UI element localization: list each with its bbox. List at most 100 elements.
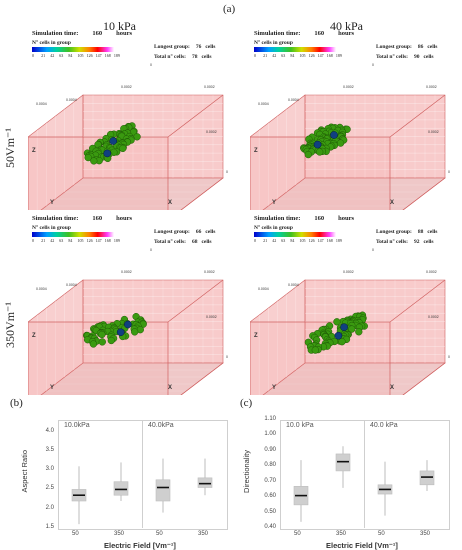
cells-unit: cells — [427, 229, 438, 235]
x-axis-label: Electric Field [Vm⁻¹] — [104, 541, 176, 550]
cells-unit: cells — [201, 54, 212, 60]
axis-number: 0.0002 — [206, 315, 217, 319]
cell-sphere-dark — [109, 137, 118, 145]
axis-label-y: Y — [272, 200, 277, 206]
axis-number: 0.0002 — [428, 315, 439, 319]
column-title-40kpa: 40 kPa — [330, 19, 363, 33]
axis-label-x: X — [390, 200, 395, 206]
axis-number: 0.0002 — [343, 270, 354, 274]
box-left-face — [250, 94, 306, 210]
y-tick-label: 2.0 — [45, 504, 54, 511]
colorbar-ticks: 0 21 42 63 84 105 126 147 168 189 — [32, 238, 123, 243]
cell-sphere — [133, 133, 141, 141]
simulation-time-label: Simulation time: — [254, 215, 301, 222]
panel-a-label: (a) — [223, 3, 236, 15]
cell-sphere-dark — [330, 131, 338, 139]
cells-in-group-label: N° cells in group — [254, 225, 293, 231]
longest-group-value: 66 — [195, 229, 202, 235]
axis-label-y: Y — [272, 385, 277, 391]
total-cells-line: Total n° cells: 90 cells — [376, 54, 434, 60]
x-tick-label: 350 — [420, 531, 431, 537]
simulation-time-line: Simulation time: 160 hours — [254, 215, 354, 222]
box-left-face — [28, 94, 84, 210]
colorbar — [254, 47, 336, 52]
axis-number: 0.0004 — [258, 287, 269, 291]
cell-sphere-dark — [340, 323, 348, 332]
cell-sphere — [304, 150, 312, 159]
simulation-time-value: 160 — [314, 30, 325, 37]
colorbar-tick: 42 — [50, 238, 55, 243]
y-tick-label: 2.5 — [45, 485, 54, 492]
simulation-time-value: 160 — [92, 215, 103, 222]
simulation-time-line: Simulation time: 160 hours — [254, 30, 354, 37]
longest-group-line: Longest group: 76 cells — [154, 44, 215, 50]
y-tick-label: 0.90 — [264, 446, 276, 453]
y-tick-label: 0.70 — [264, 477, 276, 484]
simulation-time-value: 160 — [314, 215, 325, 222]
box-edge — [402, 362, 446, 395]
axis-label-y: Y — [50, 385, 55, 391]
axis-number: 0 — [372, 248, 374, 252]
x-tick-label: 50 — [156, 531, 163, 537]
colorbar-ticks: 0 21 42 63 84 105 126 147 168 189 — [254, 238, 345, 243]
y-tick-label: 0.60 — [264, 493, 276, 500]
total-cells-line: Total n° cells: 92 cells — [376, 239, 434, 245]
axis-number: 0.0002 — [426, 85, 437, 89]
cell-sphere — [333, 318, 341, 326]
axis-number: 0 — [226, 355, 228, 359]
colorbar-tick: 42 — [272, 53, 277, 58]
total-cells-line: Total n° cells: 68 cells — [154, 239, 212, 245]
colorbar-tick: 126 — [86, 238, 93, 243]
axis-number: 0.0004 — [258, 102, 269, 106]
colorbar-tick: 105 — [299, 53, 306, 58]
axis-label-y: Y — [50, 200, 55, 206]
box-iqr — [197, 477, 213, 488]
cells-in-group-label: N° cells in group — [32, 40, 71, 46]
colorbar-tick: 126 — [86, 53, 93, 58]
colorbar — [32, 47, 114, 52]
axis-number: 0 — [448, 355, 450, 359]
axis-number: 0.0002 — [204, 85, 215, 89]
colorbar-tick: 168 — [104, 238, 111, 243]
box-left-face — [250, 279, 306, 395]
y-tick-label: 1.5 — [45, 524, 54, 530]
cell-sphere-dark — [313, 140, 322, 149]
colorbar — [32, 232, 114, 237]
cell-sphere — [98, 330, 106, 339]
colorbar-tick: 189 — [335, 53, 342, 58]
cell-sphere — [348, 325, 356, 333]
colorbar-tick: 42 — [272, 238, 277, 243]
cell-sphere — [336, 139, 345, 147]
colorbar-tick: 0 — [32, 238, 34, 243]
simulation-time-line: Simulation time: 160 hours — [32, 30, 132, 37]
colorbar-tick: 63 — [281, 53, 286, 58]
cell-sphere — [119, 144, 127, 153]
colorbar-tick: 21 — [263, 238, 268, 243]
simulation-panel: Simulation time: 160 hours N° cells in grou… — [28, 30, 228, 210]
axis-label-z: Z — [32, 148, 36, 154]
axis-number: 0.0002 — [428, 130, 439, 134]
cells-unit: cells — [423, 54, 434, 60]
y-tick-label: 1.00 — [264, 431, 276, 438]
simulation-panel: Simulation time: 160 hours N° cells in grou… — [28, 215, 228, 395]
colorbar-tick: 168 — [326, 238, 333, 243]
panel-c-label: (c) — [240, 397, 253, 409]
colorbar-ticks: 0 21 42 63 84 105 126 147 168 189 — [32, 53, 123, 58]
colorbar-tick: 168 — [326, 53, 333, 58]
cell-sphere — [98, 338, 106, 346]
total-cells-label: Total n° cells: — [154, 239, 186, 245]
colorbar-tick: 21 — [263, 53, 268, 58]
axis-number: 0.0004 — [66, 98, 77, 102]
colorbar-tick: 189 — [113, 53, 120, 58]
cell-sphere — [338, 338, 346, 346]
simulation-3d-box — [250, 94, 446, 210]
cell-sphere-dark — [334, 331, 343, 340]
axis-number: 0.0002 — [343, 85, 354, 89]
cell-sphere — [84, 153, 92, 162]
box-iqr — [113, 481, 129, 496]
longest-group-label: Longest group: — [154, 229, 190, 235]
cell-sphere — [90, 157, 98, 165]
box-edge — [167, 94, 224, 138]
colorbar-tick: 0 — [254, 53, 256, 58]
cells-unit: cells — [201, 239, 212, 245]
